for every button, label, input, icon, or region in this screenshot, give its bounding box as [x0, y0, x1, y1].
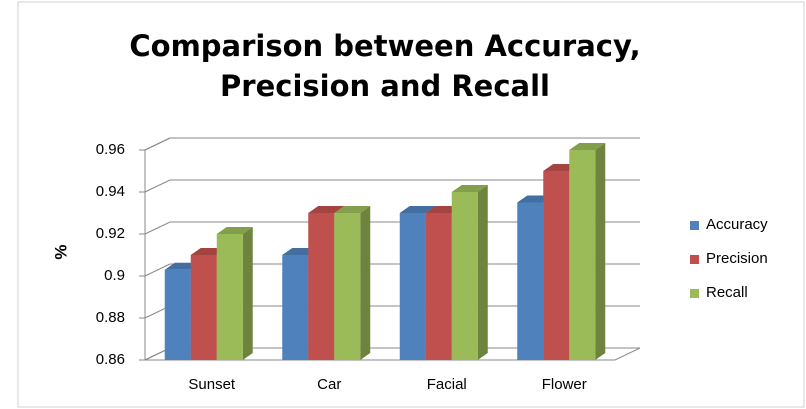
legend-label: Precision — [706, 250, 768, 267]
bar — [399, 213, 426, 360]
bar-side — [360, 206, 371, 360]
bar — [216, 234, 243, 360]
bar-top — [216, 227, 253, 234]
bar-side — [242, 227, 253, 360]
bar — [569, 150, 596, 360]
y-tick-label: 0.9 — [104, 267, 125, 284]
bar-side — [595, 143, 606, 360]
legend-swatch — [690, 289, 699, 298]
legend-swatch — [690, 221, 699, 230]
legend-label: Recall — [706, 284, 748, 301]
bar — [425, 213, 452, 360]
bar-side — [477, 185, 488, 360]
bar-top — [451, 185, 488, 192]
y-tick-label: 0.92 — [96, 225, 125, 242]
bar — [282, 255, 309, 360]
y-tick-label: 0.96 — [96, 141, 125, 158]
y-axis-label: % — [51, 244, 70, 259]
bar — [190, 255, 217, 360]
bar-top — [334, 206, 371, 213]
x-tick-label: Facial — [427, 376, 467, 393]
bar — [517, 202, 544, 360]
chart-title: Precision and Recall — [220, 69, 550, 103]
grid-line — [144, 179, 640, 193]
chart-title: Comparison between Accuracy, — [129, 29, 640, 63]
y-tick-label: 0.86 — [96, 351, 125, 368]
y-tick-label: 0.88 — [96, 309, 125, 326]
grid-line — [144, 137, 640, 151]
x-tick-label: Sunset — [188, 376, 236, 393]
bar — [308, 213, 335, 360]
y-tick-label: 0.94 — [96, 183, 125, 200]
bar — [543, 171, 570, 360]
x-tick-label: Car — [317, 376, 341, 393]
bar-top — [399, 206, 436, 213]
bar-top — [569, 143, 606, 150]
bar — [451, 192, 478, 360]
legend-label: Accuracy — [706, 216, 768, 233]
bar — [164, 269, 191, 360]
x-tick-label: Flower — [542, 376, 587, 393]
bar-top — [308, 206, 345, 213]
legend-swatch — [690, 255, 699, 264]
bar — [334, 213, 361, 360]
